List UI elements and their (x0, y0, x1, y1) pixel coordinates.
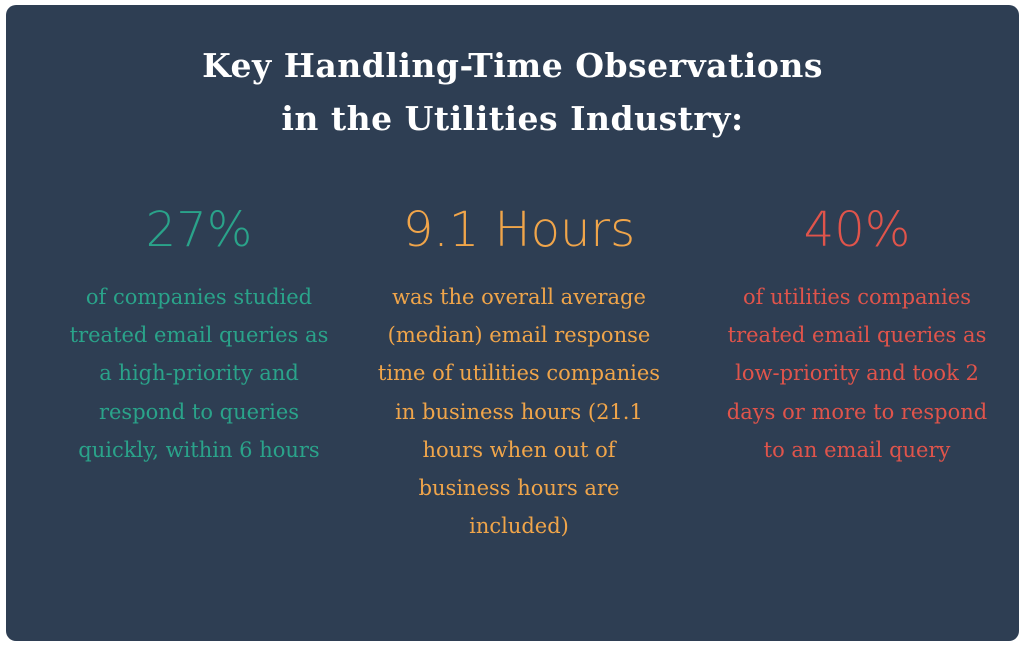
stat-description: of utilities companies treated email que… (726, 285, 988, 462)
infographic-title: Key Handling-Time Observations in the Ut… (6, 39, 1019, 145)
stat-value: 27% (145, 202, 253, 258)
title-line-2: in the Utilities Industry: (281, 99, 744, 138)
infographic-card: Key Handling-Time Observations in the Ut… (6, 5, 1019, 641)
stat-block-40-percent: 40% of utilities companies treated email… (721, 200, 993, 469)
stat-description: of companies studied treated email queri… (69, 285, 329, 462)
stat-block-9-1-hours: 9.1 Hours was the overall average (media… (374, 200, 664, 545)
stat-block-27-percent: 27% of companies studied treated email q… (68, 200, 330, 469)
title-line-1: Key Handling-Time Observations (202, 46, 823, 85)
stat-value: 40% (803, 202, 911, 258)
stat-description: was the overall average (median) email r… (377, 285, 661, 539)
stat-value: 9.1 Hours (402, 202, 636, 258)
